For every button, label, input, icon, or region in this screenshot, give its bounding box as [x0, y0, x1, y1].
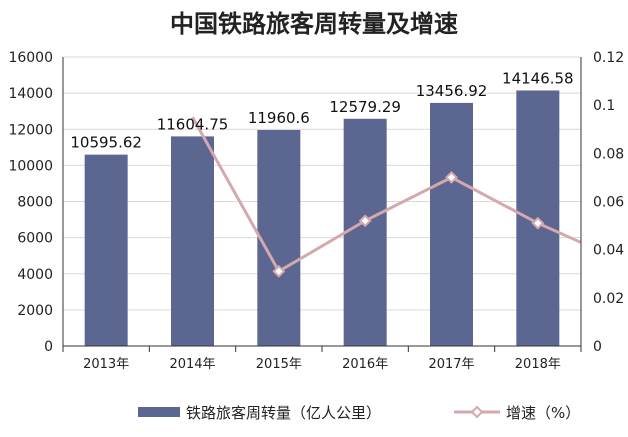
- bar-data-label: 11604.75: [157, 115, 229, 133]
- x-tick-label: 2016年: [342, 357, 388, 372]
- y-right-tick-label: 0.06: [593, 195, 624, 211]
- grid-lines: [63, 56, 581, 347]
- y-right-tick-label: 0.04: [593, 243, 624, 259]
- legend: 铁路旅客周转量（亿人公里） 增速（%）: [138, 404, 580, 422]
- y-left-tick-label: 2000: [17, 303, 53, 319]
- y-right-tick-label: 0.12: [593, 50, 624, 66]
- y-right-tick-label: 0: [593, 339, 602, 355]
- bar-data-label: 10595.62: [70, 134, 142, 152]
- bar-data-label: 13456.92: [416, 82, 488, 100]
- y-left-tick-label: 14000: [8, 86, 53, 102]
- legend-label-bar: 铁路旅客周转量（亿人公里）: [186, 404, 381, 422]
- y-left-tick-label: 10000: [8, 158, 53, 174]
- growth-line: [191, 116, 582, 274]
- bar-series: [84, 90, 560, 346]
- y-left-tick-label: 4000: [17, 267, 53, 283]
- legend-label-line: 增速（%）: [506, 404, 580, 422]
- bar-data-label: 12579.29: [329, 98, 401, 116]
- bar: [171, 136, 214, 346]
- growth-point: [445, 171, 458, 184]
- x-tick-label: 2013年: [83, 357, 129, 372]
- bar-data-label: 14146.58: [502, 69, 574, 87]
- bar: [430, 102, 473, 346]
- y-right-tick-label: 0.1: [593, 98, 615, 114]
- legend-swatch-bar: [138, 407, 180, 417]
- line-series: [191, 116, 582, 278]
- chart-title: 中国铁路旅客周转量及增速: [170, 9, 458, 38]
- x-tick-label: 2017年: [428, 357, 474, 372]
- bar: [257, 129, 301, 346]
- y-right-tick-label: 0.02: [593, 291, 624, 307]
- bar: [343, 118, 387, 346]
- y-left-tick-label: 12000: [8, 122, 53, 138]
- data-labels: 10595.62 11604.75 11960.6 12579.29 13456.92 1…: [70, 69, 573, 151]
- bar-data-label: 11960.6: [248, 109, 310, 127]
- x-tick-label: 2015年: [256, 357, 302, 372]
- growth-point: [531, 216, 545, 230]
- axes: 0 2000 4000 6000 8000 10000 12000 14000 16000 0 0.…: [8, 50, 624, 372]
- legend-swatch-marker: [470, 405, 484, 419]
- x-tick-label: 2018年: [515, 357, 561, 372]
- y-left-tick-label: 6000: [17, 231, 53, 247]
- y-right-tick-label: 0.08: [593, 146, 624, 162]
- y-left-tick-label: 0: [44, 339, 53, 355]
- y-left-tick-label: 8000: [17, 195, 53, 211]
- bar: [84, 154, 128, 346]
- growth-point: [272, 264, 286, 278]
- x-tick-label: 2014年: [169, 357, 215, 372]
- growth-point: [358, 214, 372, 228]
- y-left-tick-label: 16000: [8, 50, 53, 66]
